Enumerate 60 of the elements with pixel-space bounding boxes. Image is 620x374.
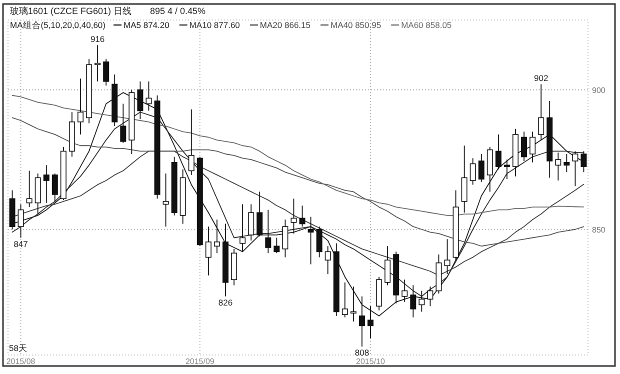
candlestick (564, 154, 570, 173)
candlestick (274, 237, 280, 254)
legend-label: MA40 850.95 (330, 20, 382, 30)
x-tick-label: 2015/09 (185, 357, 215, 366)
candlestick (402, 279, 408, 302)
candlestick (103, 58, 110, 86)
candlestick (282, 219, 288, 258)
y-tick-label: 900 (592, 86, 606, 95)
candlestick (427, 286, 434, 307)
candlestick (43, 164, 50, 204)
candlestick (78, 78, 84, 135)
candlestick (205, 226, 212, 276)
candlestick (162, 173, 169, 228)
candlestick (120, 103, 126, 144)
candlestick (504, 159, 510, 180)
legend-label: MA5 874.20 (124, 20, 170, 30)
candlestick (530, 131, 536, 163)
y-tick-label: 850 (592, 225, 606, 234)
candlestick (265, 209, 272, 254)
annotation: 902 (534, 73, 548, 84)
candlestick (94, 44, 101, 82)
chart-title: 玻璃1601 (CZCE FG601) 日线 (10, 6, 132, 16)
candlestick (418, 290, 425, 312)
candlestick (52, 173, 58, 202)
line-series (12, 117, 584, 247)
candlestick (555, 152, 562, 181)
candlestick (495, 134, 502, 170)
annotation: 916 (90, 34, 105, 44)
x-tick-label: 2015/08 (6, 357, 36, 366)
candlestick (248, 204, 254, 241)
candlestick (572, 150, 578, 187)
chart-subtitle: 895 4 / 0.45% (150, 6, 206, 16)
annotation: 58天 (9, 343, 28, 353)
annotation: 826 (218, 297, 233, 308)
candlestick (18, 204, 24, 238)
candlestick (342, 282, 348, 318)
candlestick (308, 216, 314, 265)
legend-title: MA组合(5,10,20,0,40,60) (10, 20, 106, 30)
candlestick (521, 131, 528, 162)
candlestick (26, 170, 32, 208)
annotation: 847 (14, 238, 28, 249)
candlestick (256, 191, 263, 237)
legend-label: MA60 858.05 (401, 20, 452, 30)
candlestick (470, 158, 476, 186)
candlestick (214, 219, 220, 254)
candlestick (324, 246, 331, 274)
candlestick (444, 238, 450, 274)
candlestick (290, 198, 297, 234)
candlestick (478, 154, 484, 182)
candlestick (299, 205, 306, 228)
candlestick (461, 145, 468, 214)
candlestick (384, 246, 391, 286)
legend-label: MA10 877.60 (189, 20, 240, 30)
candlestick (316, 226, 322, 258)
candlestick (188, 108, 194, 176)
legend-label: MA20 866.15 (260, 20, 311, 30)
candlestick (240, 204, 246, 252)
annotation: 808 (354, 348, 370, 358)
x-tick-label: 2015/10 (356, 357, 386, 366)
line-series (12, 94, 584, 216)
